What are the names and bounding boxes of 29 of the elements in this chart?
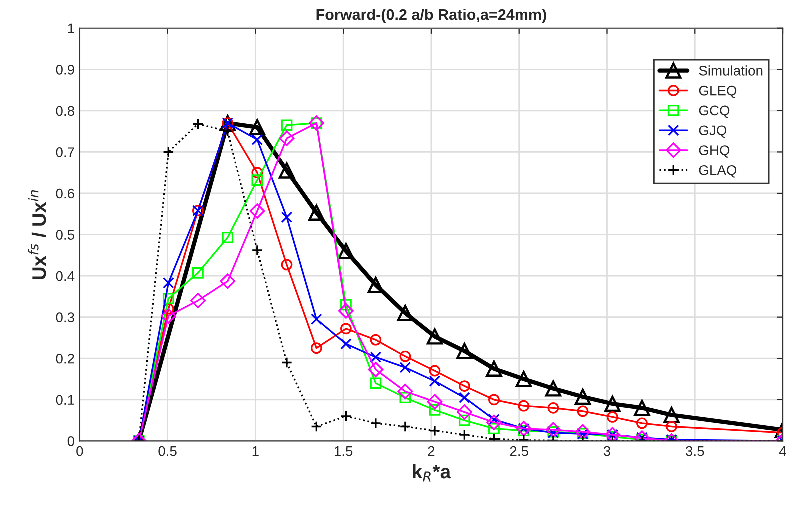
x-tick-label: 0.5 (158, 446, 177, 456)
y-tick-label: 0 (68, 436, 74, 446)
x-tick-label: 1 (252, 446, 259, 456)
legend-label: GJQ (699, 126, 727, 138)
y-axis-title: Ux$^{fs}$ / Ux$^{in}$ (28, 190, 46, 280)
x-tick-label: 3.5 (686, 446, 704, 456)
legend-label: Simulation (699, 66, 763, 76)
y-tick-label: 0.7 (56, 148, 74, 158)
y-tick-label: 1 (68, 24, 74, 34)
x-axis-title: k$_{R}$*a (413, 464, 452, 482)
x-tick-label: 2 (428, 446, 435, 456)
x-tick-label: 1.5 (334, 446, 353, 456)
y-tick-label: 0.8 (56, 106, 74, 116)
y-tick-label: 0.5 (56, 230, 74, 240)
x-tick-label: 3 (604, 446, 610, 456)
y-tick-label: 0.3 (56, 312, 74, 323)
legend-label: GLEQ (699, 86, 737, 98)
legend-label: GHQ (699, 146, 730, 158)
x-tick-label: 2.5 (510, 446, 528, 456)
x-tick-label: 0 (76, 446, 84, 456)
legend-label: GCQ (699, 106, 730, 118)
y-tick-label: 0.9 (56, 64, 74, 75)
y-tick-label: 0.4 (56, 271, 75, 282)
chart-title: Forward-(0.2 a/b Ratio,a=24mm) (316, 8, 546, 24)
y-tick-label: 0.6 (56, 188, 74, 199)
y-tick-label: 0.2 (56, 354, 74, 364)
y-tick-label: 0.1 (56, 395, 74, 406)
legend-label: GLAQ (699, 165, 737, 178)
x-tick-label: 4 (779, 446, 786, 456)
